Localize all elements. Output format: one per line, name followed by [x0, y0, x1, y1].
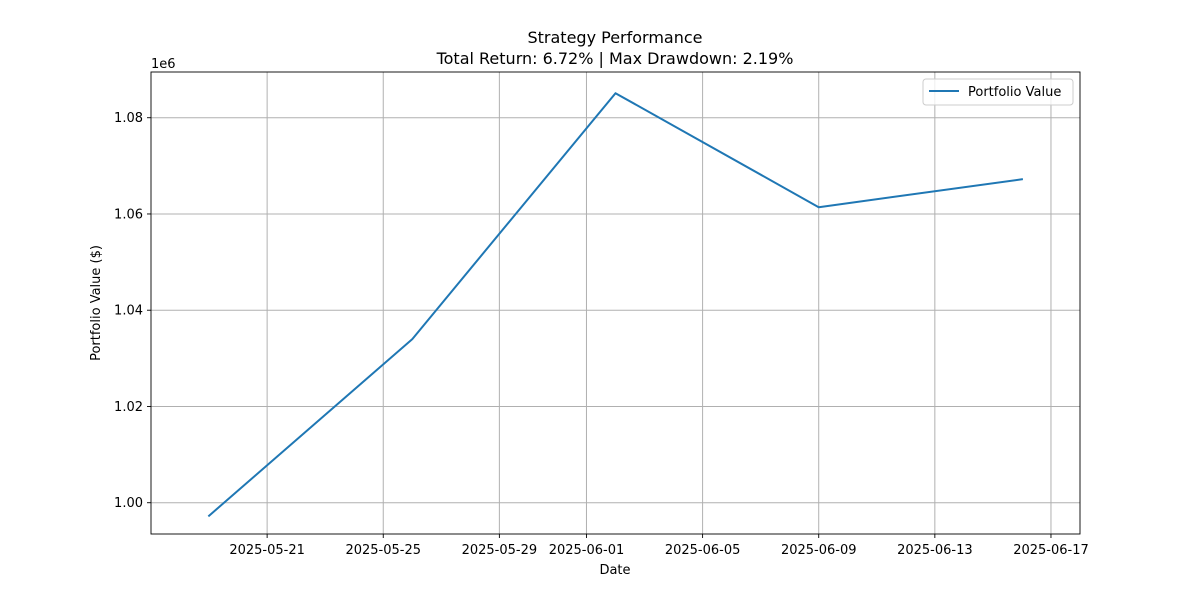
y-axis: 1.00 1.02 1.04 1.06 1.08 [114, 111, 151, 511]
x-tick-label: 2025-06-09 [781, 543, 857, 558]
chart-title: Strategy Performance [527, 28, 702, 47]
x-tick-label: 2025-06-05 [665, 543, 741, 558]
x-tick-label: 2025-06-01 [549, 543, 625, 558]
y-offset-label: 1e6 [151, 57, 176, 72]
legend: Portfolio Value [922, 78, 1074, 106]
series-line-portfolio-value [207, 92, 1024, 518]
x-tick-label: 2025-05-21 [229, 543, 305, 558]
y-tick-label: 1.04 [114, 304, 143, 319]
legend-box [922, 78, 1074, 106]
plot-frame [150, 71, 1081, 535]
y-tick-label: 1.08 [114, 111, 143, 126]
x-tick-label: 2025-05-29 [462, 543, 538, 558]
x-axis: 2025-05-21 2025-05-25 2025-05-29 2025-06-01… [229, 534, 1089, 558]
y-tick-label: 1.06 [114, 207, 143, 222]
x-axis-label: Date [599, 563, 630, 578]
y-axis-label: Portfolio Value ($) [89, 245, 104, 361]
x-tick-label: 2025-06-13 [897, 543, 973, 558]
grid-lines [151, 72, 1080, 534]
y-tick-label: 1.00 [114, 496, 143, 511]
y-tick-label: 1.02 [114, 400, 143, 415]
series-layer [207, 92, 1024, 518]
x-tick-label: 2025-06-17 [1013, 543, 1089, 558]
chart-subtitle: Total Return: 6.72% | Max Drawdown: 2.19… [436, 49, 794, 68]
legend-label-portfolio-value: Portfolio Value [968, 85, 1061, 100]
x-tick-label: 2025-05-25 [345, 543, 421, 558]
